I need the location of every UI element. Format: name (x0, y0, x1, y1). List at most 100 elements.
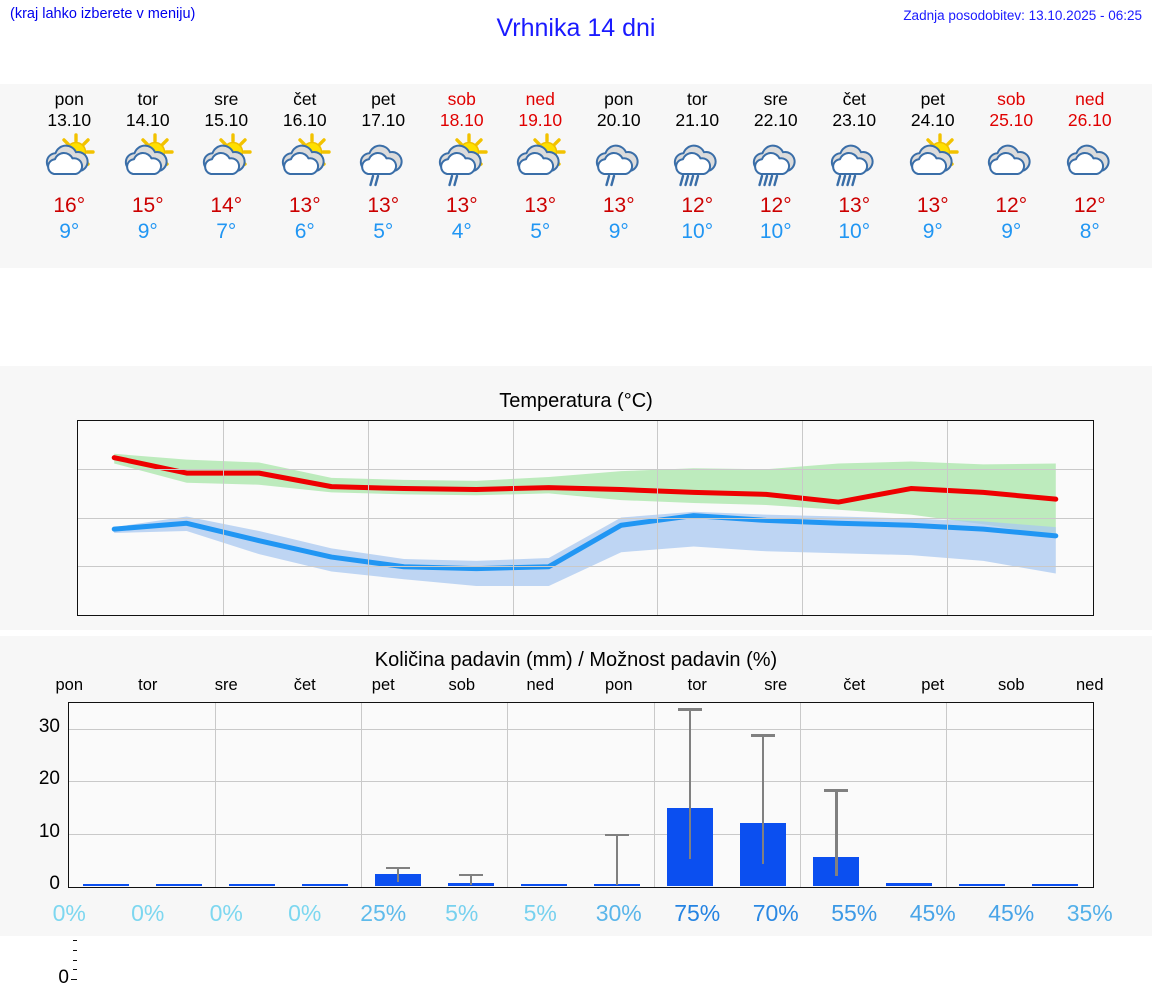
temperature-series-svg (111, 453, 1059, 587)
forecast-day-5[interactable]: pet 17.10 13° 5° (344, 84, 423, 268)
precipitation-day-label: čet (293, 676, 316, 694)
day-date: 16.10 (282, 110, 327, 130)
temp-max: 13° (367, 194, 400, 217)
forecast-day-11[interactable]: čet 23.10 13° 10° (815, 84, 894, 268)
day-date: 13.10 (47, 110, 92, 130)
y-tick-label: 0 (49, 873, 60, 894)
precipitation-probability: 5% (523, 900, 557, 926)
precipitation-probability: 25% (360, 900, 407, 926)
temp-max: 13° (602, 194, 635, 217)
confidence-band-min (114, 511, 1056, 587)
gridline-vertical (512, 421, 514, 615)
y-tick-label: 10 (38, 820, 60, 842)
precipitation-bar[interactable] (155, 884, 202, 886)
precipitation-probability-row: 0% 0% 0% 0% 25% 5% 5% 30% 75% 70% 55% 45% 45% 35% (0, 900, 1152, 934)
precipitation-bar[interactable] (228, 884, 275, 886)
y-tick-label: 30 (38, 716, 60, 738)
forecast-day-7[interactable]: ned 19.10 13° 5° (501, 84, 580, 268)
gridline-vertical (215, 703, 217, 887)
day-of-week: sob (997, 89, 1026, 109)
forecast-day-14[interactable]: ned 26.10 12° 8° (1051, 84, 1130, 268)
day-date: 22.10 (753, 110, 798, 130)
precipitation-day-label: tor (138, 676, 158, 694)
precipitation-bar[interactable] (301, 884, 348, 886)
cloud-light-rain-icon (580, 133, 659, 191)
error-bar-cap (385, 866, 410, 870)
precipitation-plot-area (68, 702, 1094, 888)
gridline-horizontal (78, 517, 1093, 519)
day-date: 14.10 (125, 110, 170, 130)
day-date: 23.10 (832, 110, 877, 130)
precipitation-day-label: sre (214, 676, 238, 694)
gridline-horizontal (69, 781, 1093, 783)
precipitation-bar[interactable] (1032, 884, 1079, 886)
menu-hint[interactable]: (kraj lahko izberete v meniju) (10, 6, 196, 22)
top-bar: (kraj lahko izberete v meniju) Vrhnika 1… (0, 0, 1152, 62)
forecast-day-2[interactable]: tor 14.10 15° 9° (109, 84, 188, 268)
error-bar-cap (458, 873, 483, 877)
gridline-vertical (653, 703, 655, 887)
temperature-chart-title: Temperatura (°C) (499, 390, 653, 412)
precipitation-day-label: pet (921, 676, 945, 694)
daily-forecast-strip: pon 13.10 16° 9° tor 14.10 15° 9° sre 15.10 14° 7° č… (0, 84, 1152, 268)
error-bar-stem (615, 833, 619, 886)
temp-min: 9° (1001, 220, 1022, 243)
temp-max: 12° (681, 194, 714, 217)
forecast-day-10[interactable]: sre 22.10 12° 10° (737, 84, 816, 268)
forecast-day-13[interactable]: sob 25.10 12° 9° (972, 84, 1051, 268)
sun-behind-cloud-icon (109, 133, 188, 191)
temp-max: 13° (445, 194, 478, 217)
precipitation-probability: 35% (1066, 900, 1113, 926)
day-of-week: pet (371, 89, 396, 109)
precipitation-probability: 45% (909, 900, 956, 926)
y-tick-minor (73, 940, 77, 942)
gridline-vertical (799, 703, 801, 887)
last-updated: Zadnja posodobitev: 13.10.2025 - 06:25 (903, 8, 1142, 23)
y-tick-minor (73, 959, 77, 961)
gridline-vertical (367, 421, 369, 615)
day-of-week: pon (604, 89, 634, 109)
temp-max: 12° (995, 194, 1028, 217)
forecast-day-9[interactable]: tor 21.10 12° 10° (658, 84, 737, 268)
precipitation-bar[interactable] (82, 884, 129, 886)
precipitation-probability: 0% (52, 900, 86, 926)
precipitation-day-label: ned (526, 676, 555, 694)
precipitation-probability: 0% (288, 900, 322, 926)
day-date: 18.10 (439, 110, 484, 130)
confidence-band-max (114, 453, 1056, 536)
temp-max: 12° (759, 194, 792, 217)
forecast-day-6[interactable]: sob 18.10 13° 4° (423, 84, 502, 268)
gridline-horizontal (78, 469, 1093, 471)
forecast-day-4[interactable]: čet 16.10 13° 6° (266, 84, 345, 268)
temperature-line-min (111, 513, 1059, 572)
precipitation-bar[interactable] (886, 883, 933, 886)
gridline-horizontal (69, 729, 1093, 731)
precipitation-bar[interactable] (520, 884, 567, 886)
error-bar-stem (396, 866, 400, 882)
day-date: 20.10 (596, 110, 641, 130)
day-of-week: čet (842, 89, 866, 109)
temp-min: 9° (59, 220, 80, 243)
gridline-vertical (657, 421, 659, 615)
forecast-day-3[interactable]: sre 15.10 14° 7° (187, 84, 266, 268)
y-tick-minor (73, 969, 77, 971)
precipitation-probability: 5% (445, 900, 479, 926)
temp-min: 9° (922, 220, 943, 243)
forecast-day-12[interactable]: pet 24.10 13° 9° (894, 84, 973, 268)
forecast-day-8[interactable]: pon 20.10 13° 9° (580, 84, 659, 268)
day-date: 21.10 (675, 110, 720, 130)
precipitation-day-label: pet (371, 676, 395, 694)
precipitation-probability: 75% (674, 900, 721, 926)
day-of-week: sob (447, 89, 476, 109)
error-bar-stem (761, 734, 765, 865)
day-of-week: tor (687, 89, 708, 109)
temp-max: 13° (524, 194, 557, 217)
precipitation-day-label: sob (997, 676, 1025, 694)
day-date: 26.10 (1067, 110, 1112, 130)
precipitation-probability: 30% (595, 900, 642, 926)
gridline-vertical (222, 421, 224, 615)
error-bar-stem (835, 789, 838, 876)
temp-min: 7° (216, 220, 237, 243)
precipitation-bar[interactable] (959, 884, 1006, 886)
forecast-day-1[interactable]: pon 13.10 16° 9° (30, 84, 109, 268)
